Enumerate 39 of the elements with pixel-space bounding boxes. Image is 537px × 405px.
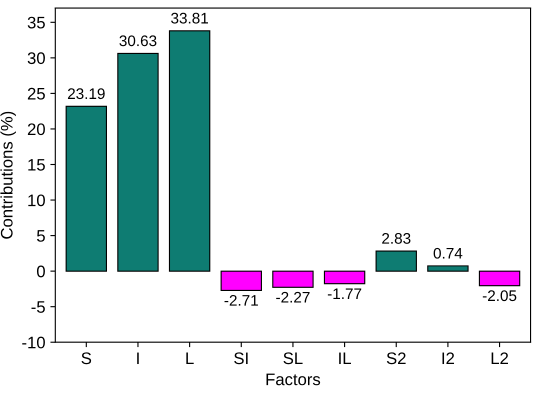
- bar: [478, 270, 520, 286]
- x-tick-label: I2: [442, 352, 454, 364]
- data-label: 33.81: [171, 12, 208, 24]
- bar: [324, 270, 366, 284]
- bar: [272, 270, 314, 288]
- bar: [168, 30, 210, 272]
- data-label: 23.19: [68, 88, 105, 100]
- x-tick-label: L2: [492, 352, 508, 364]
- bar: [376, 250, 417, 272]
- y-tick-label: 35: [28, 16, 45, 29]
- data-label: -2.05: [482, 290, 516, 302]
- x-tick-label: SI: [234, 352, 248, 364]
- y-tick-label: -10: [22, 336, 45, 348]
- data-label: -2.71: [224, 294, 258, 306]
- x-tick-label: SL: [284, 352, 303, 364]
- x-tick-label: I: [137, 352, 139, 364]
- data-label: 2.83: [382, 233, 410, 244]
- data-label: -2.27: [276, 292, 310, 303]
- y-axis-title: Contributions (%): [0, 112, 16, 239]
- bar: [117, 52, 159, 272]
- bar: [220, 270, 262, 291]
- y-tick-label: 25: [28, 88, 45, 100]
- data-label: -1.77: [328, 288, 362, 299]
- y-tick-label: -5: [32, 301, 45, 313]
- y-tick-label: 20: [28, 123, 45, 136]
- x-tick-label: S: [82, 352, 92, 364]
- data-label: 30.63: [119, 35, 156, 46]
- x-tick-label: S2: [386, 352, 406, 364]
- x-axis-title: Factors: [266, 374, 320, 386]
- y-tick-label: 0: [36, 266, 45, 278]
- y-tick-label: 30: [28, 52, 45, 64]
- x-tick-label: L: [186, 352, 194, 364]
- y-tick-label: 10: [28, 194, 45, 206]
- bar: [427, 265, 469, 272]
- y-tick-label: 5: [36, 230, 45, 242]
- data-label: 0.74: [434, 248, 462, 259]
- x-tick-label: IL: [339, 352, 351, 364]
- bar: [66, 106, 108, 272]
- y-tick-label: 15: [28, 159, 45, 171]
